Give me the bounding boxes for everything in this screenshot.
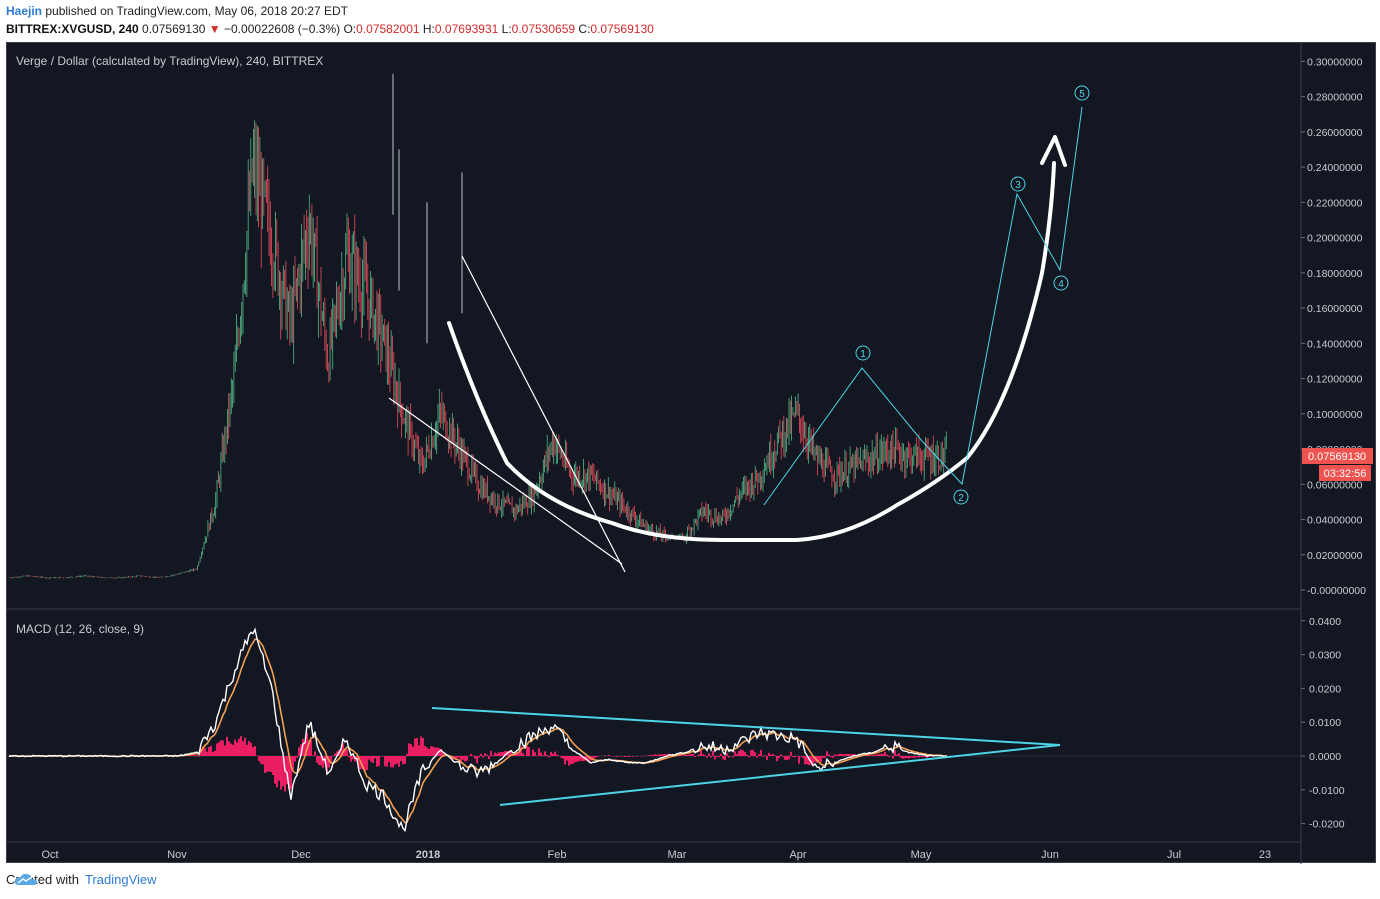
price-change: −0.00022608 (−0.3%) [224, 22, 341, 36]
published-text: published on TradingView.com, May 06, 20… [45, 4, 348, 18]
ohlc-line: BITTREX:XVGUSD, 240 0.07569130 ▼ −0.0002… [6, 22, 654, 36]
time-tick-label: Nov [167, 849, 187, 861]
wave-label-text: 4 [1058, 279, 1064, 290]
countdown-badge-text: 03:32:56 [1324, 468, 1367, 480]
price-tick-label: 0.04000000 [1307, 515, 1363, 527]
wave-label-circle [1053, 275, 1069, 291]
price-axis[interactable]: 0.30000000 0.28000000 0.26000000 0.24000000… [1301, 56, 1366, 597]
macd-tick-label: 0.0200 [1309, 683, 1341, 695]
close-value: 0.07569130 [590, 22, 654, 36]
macd-tick-label: 0.0100 [1309, 717, 1341, 729]
cup-curve[interactable] [447, 161, 1056, 542]
countdown-badge [1319, 465, 1371, 481]
price-tick-label: 0.16000000 [1307, 303, 1363, 315]
price-tick-label: 0.20000000 [1307, 233, 1363, 245]
footer: Created with TradingView [6, 872, 157, 887]
tradingview-logo-icon[interactable] [14, 872, 38, 886]
wave-label-text: 5 [1079, 89, 1085, 100]
price-tick-label: 0.12000000 [1307, 374, 1363, 386]
low-label: L: [501, 22, 512, 36]
macd-triangle-lower[interactable] [499, 744, 1061, 806]
wave-label-circle [1010, 176, 1026, 192]
price-tick-label: 0.28000000 [1307, 92, 1363, 104]
price-tick-label: 0.10000000 [1307, 409, 1363, 421]
price-tick-label: 0.02000000 [1307, 550, 1363, 562]
wave-label-circle [1074, 85, 1090, 101]
time-tick-label: Dec [291, 849, 311, 861]
chart-panel[interactable]: Verge / Dollar (calculated by TradingVie… [6, 42, 1377, 864]
time-tick-label: Feb [548, 849, 567, 861]
time-tick-label: Mar [668, 849, 687, 861]
tradingview-link[interactable]: TradingView [84, 872, 157, 887]
price-tick-label: 0.14000000 [1307, 338, 1363, 350]
macd-tick-label: -0.0200 [1309, 819, 1345, 831]
wave-label-text: 1 [860, 349, 866, 360]
wave-label-circle [953, 489, 969, 505]
wedge-upper-line[interactable] [461, 255, 626, 573]
price-tick-label: 0.26000000 [1307, 127, 1363, 139]
wave-projection[interactable] [763, 106, 1083, 506]
macd-triangle-upper[interactable] [431, 707, 1061, 746]
last-price: 0.07569130 [142, 22, 206, 36]
price-tick-label: -0.00000000 [1307, 585, 1366, 597]
symbol-label: BITTREX:XVGUSD, 240 [6, 22, 139, 36]
wave-label-text: 3 [1015, 180, 1021, 191]
chart-canvas[interactable]: Verge / Dollar (calculated by TradingVie… [7, 43, 1377, 864]
macd-tick-label: -0.0100 [1309, 785, 1345, 797]
wave-label-text: 2 [958, 493, 964, 504]
price-tick-label: 0.24000000 [1307, 162, 1363, 174]
time-tick-label: May [911, 849, 932, 861]
cup-arrow-icon [1040, 135, 1067, 167]
chart-title: Verge / Dollar (calculated by TradingVie… [16, 54, 323, 68]
macd-tick-label: 0.0000 [1309, 751, 1341, 763]
wave-label-circle [855, 345, 871, 361]
candlestick-series [8, 73, 947, 579]
time-tick-label: Jun [1041, 849, 1059, 861]
wedge-lower-line[interactable] [388, 397, 623, 565]
price-tick-label: 0.22000000 [1307, 197, 1363, 209]
down-arrow-icon: ▼ [208, 22, 221, 36]
time-tick-label: Jul [1167, 849, 1181, 861]
author-name[interactable]: Haejin [6, 4, 43, 18]
macd-tick-label: 0.0300 [1309, 650, 1341, 662]
macd-histogram [8, 732, 948, 792]
time-tick-label: Apr [789, 849, 806, 861]
high-label: H: [422, 22, 435, 36]
open-label: O: [343, 22, 357, 36]
price-tick-label: 0.18000000 [1307, 268, 1363, 280]
publish-line: Haejin published on TradingView.com, May… [6, 4, 348, 18]
low-value: 0.07530659 [511, 22, 576, 36]
close-label: C: [578, 22, 591, 36]
macd-tick-label: 0.0400 [1309, 616, 1341, 628]
macd-axis[interactable]: 0.0400 0.0300 0.0200 0.0100 0.0000 -0.0100 -0.… [1301, 616, 1345, 831]
macd-line [8, 627, 948, 833]
price-badge [1302, 448, 1373, 464]
open-value: 0.07582001 [356, 22, 420, 36]
price-tick-label: 0.30000000 [1307, 56, 1363, 68]
price-badge-text: 0.07569130 [1308, 451, 1366, 463]
time-tick-label: Oct [41, 849, 58, 861]
high-value: 0.07693931 [434, 22, 499, 36]
price-tick-label: 0.06000000 [1307, 479, 1363, 491]
time-tick-label: 23 [1259, 849, 1271, 861]
time-tick-label: 2018 [416, 849, 440, 861]
macd-title: MACD (12, 26, close, 9) [16, 622, 144, 636]
wave-labels: 1 2 3 4 5 [855, 85, 1090, 505]
time-axis[interactable]: Oct Nov Dec 2018 Feb Mar Apr May Jun Jul 23 [41, 849, 1271, 861]
